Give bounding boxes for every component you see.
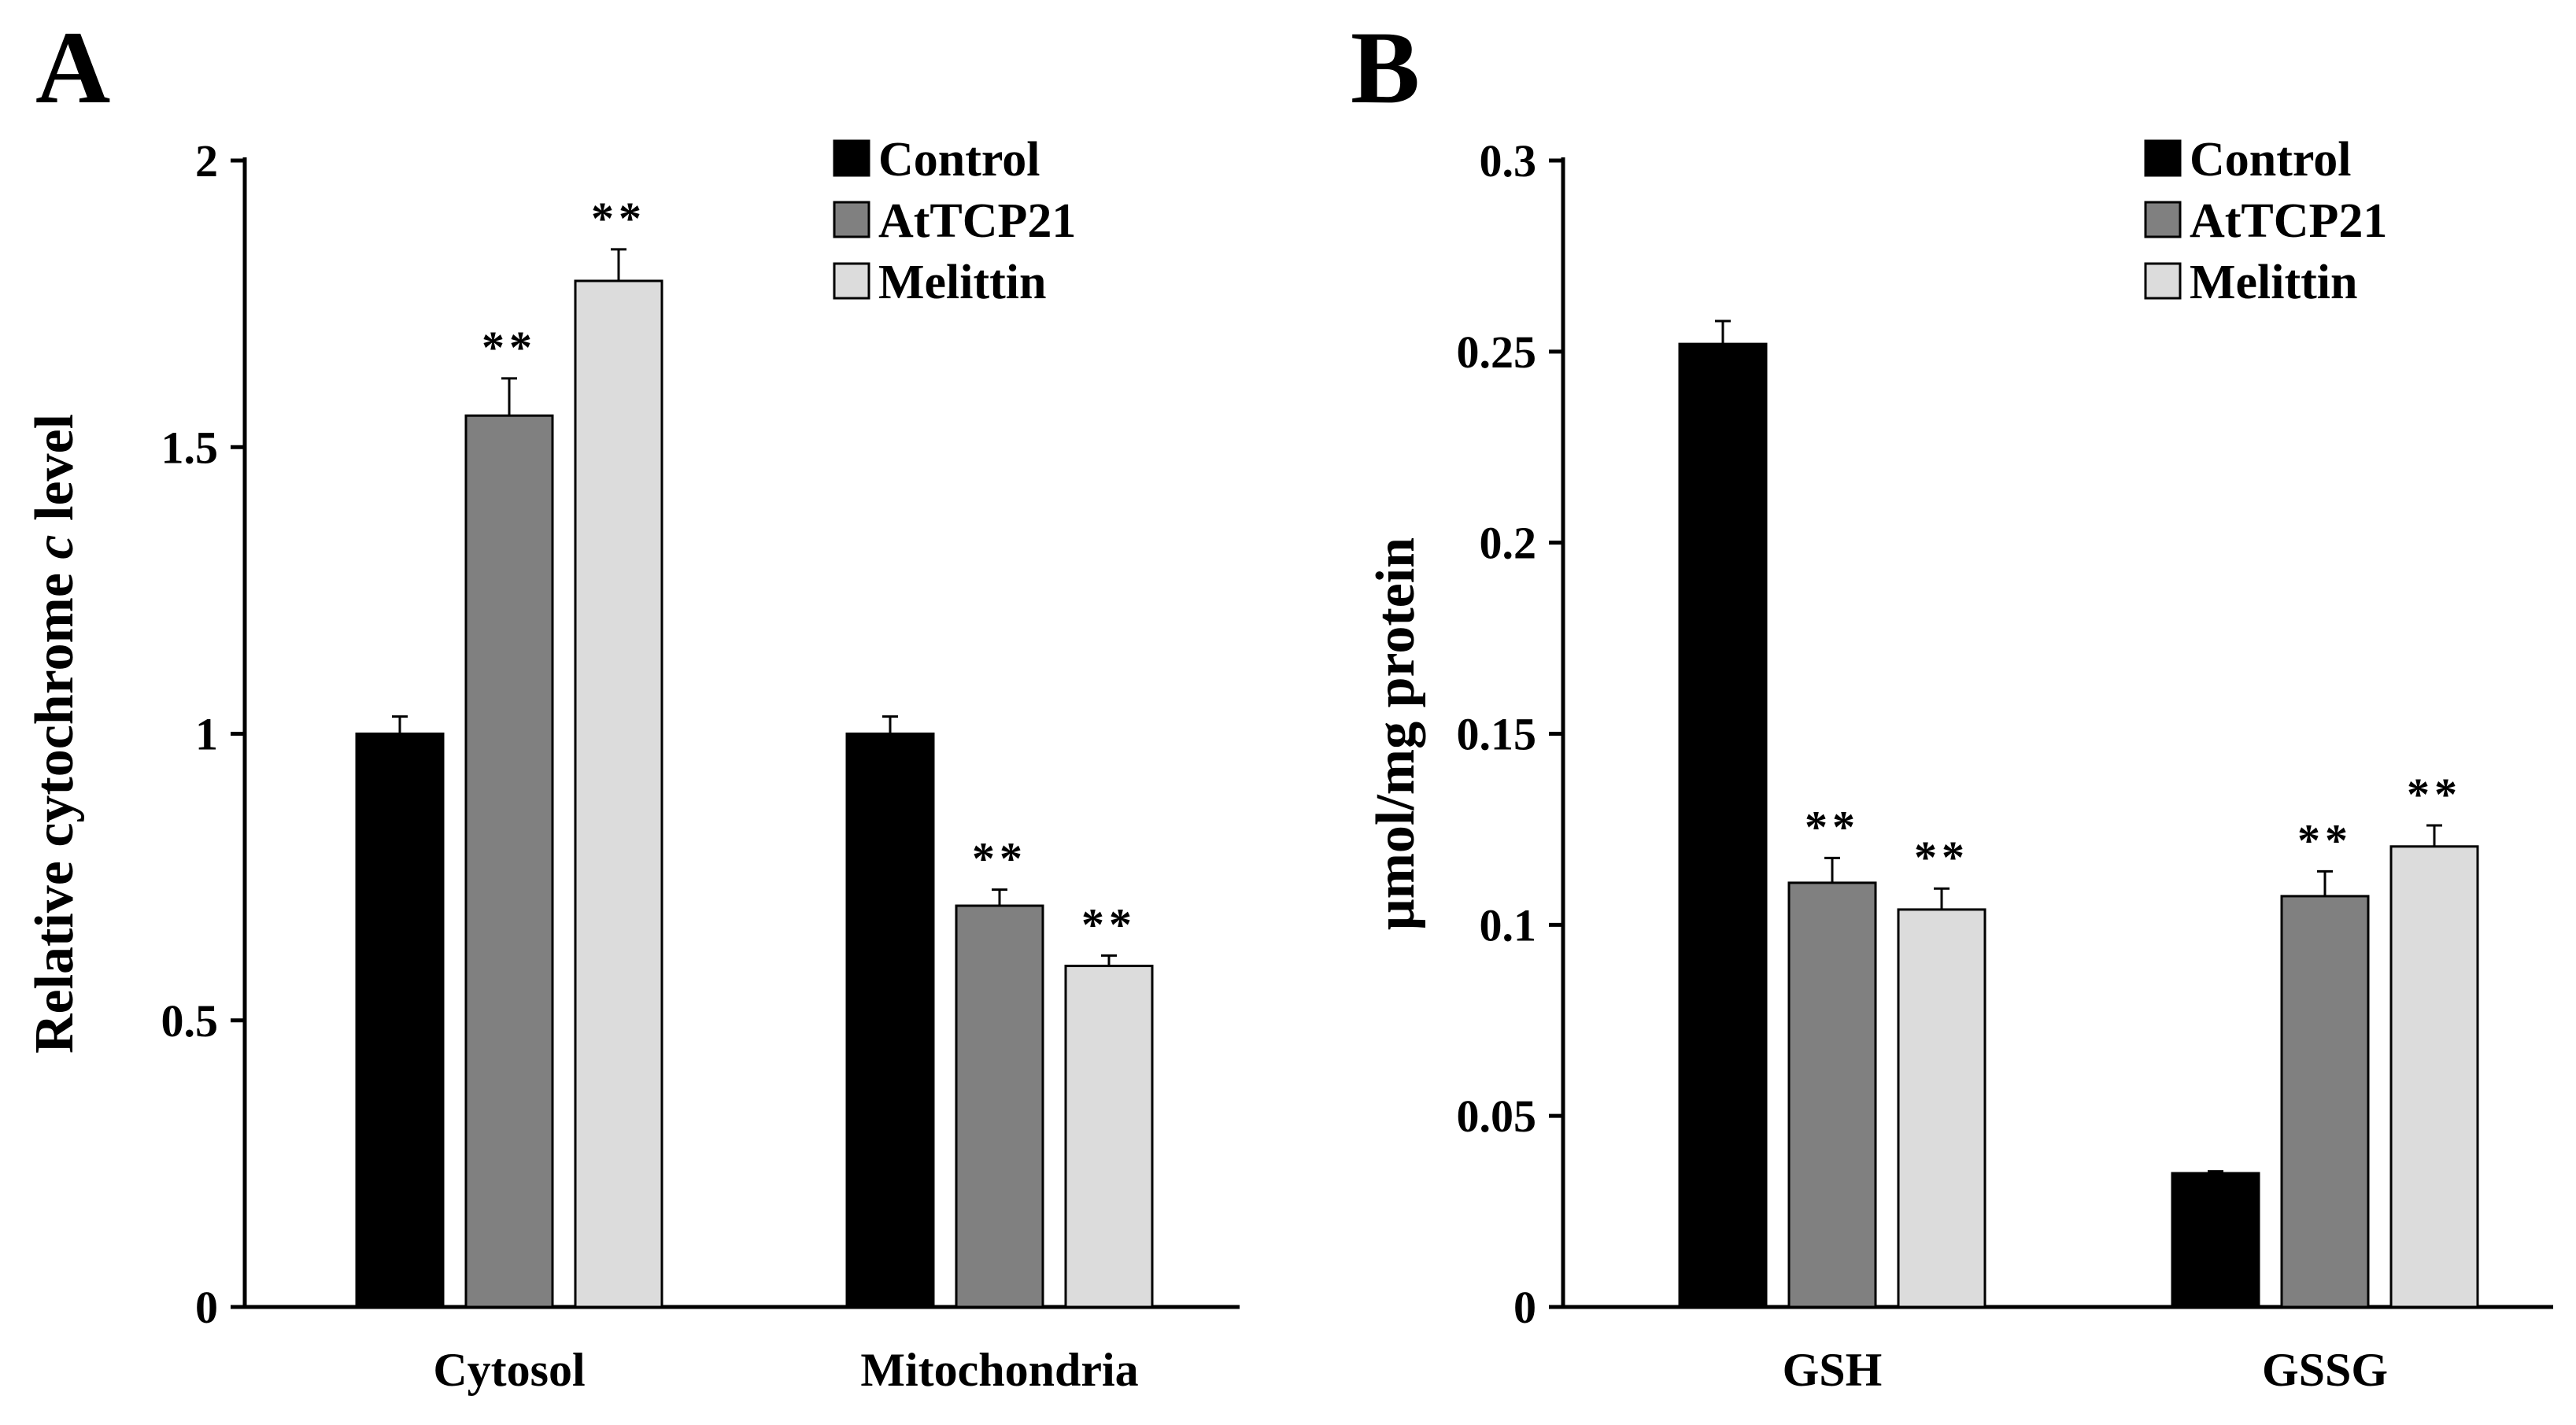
y-tick-label: 0.25	[1457, 327, 1537, 378]
x-tick-label: GSH	[1783, 1344, 1883, 1396]
legend-swatch-control	[833, 139, 870, 177]
y-axis-label: Relative cytochrome c level	[24, 414, 85, 1054]
significance-mark: **	[591, 193, 646, 244]
bar-control-gsh	[1678, 342, 1768, 1309]
legend-swatch-attcp21	[833, 201, 870, 238]
y-tick-label: 0.2	[1480, 518, 1537, 569]
y-tick-label: 0.1	[1480, 899, 1537, 951]
panel-label: B	[1351, 9, 1420, 125]
legend-label-melittin: Melittin	[878, 256, 1047, 309]
panel-b: B 0 0.05 0.1 0.15 0.2 0.25 0.3 μmol/mg protein **…	[1288, 0, 2576, 1425]
y-tick-label: 0	[1513, 1282, 1536, 1333]
y-axis-label: μmol/mg protein	[1366, 537, 1426, 930]
significance-mark: **	[1081, 899, 1136, 950]
significance-mark: **	[2297, 814, 2352, 866]
legend-swatch-melittin	[2144, 262, 2182, 300]
bar-attcp21-gsh	[1787, 881, 1877, 1309]
bar-control-gssg	[2171, 1172, 2260, 1309]
significance-mark: **	[1805, 801, 1860, 852]
y-axis-label-part: c	[24, 535, 85, 559]
panel-label: A	[35, 9, 110, 125]
y-tick-label: 0	[195, 1282, 218, 1333]
legend-label-melittin: Melittin	[2190, 256, 2358, 309]
panel-a: A 0 0.5 1 1.5 2 Relative cytochrome c level ** *…	[24, 9, 1240, 1396]
bar-attcp21-gssg	[2280, 895, 2370, 1309]
legend-label-attcp21: AtTCP21	[878, 194, 1076, 248]
y-axis-label-part: level	[24, 414, 85, 535]
bar-melittin-cytosol	[574, 279, 663, 1309]
significance-mark: **	[482, 322, 537, 373]
y-axis-label-part: Relative cytochrome	[24, 559, 85, 1054]
y-tick-label: 0.15	[1457, 709, 1537, 760]
legend-swatch-melittin	[833, 262, 870, 300]
bar-attcp21-cytosol	[464, 414, 554, 1309]
bar-melittin-mitochondria	[1064, 965, 1154, 1309]
legend-swatch-control	[2144, 139, 2182, 177]
chart-b-svg: B 0 0.05 0.1 0.15 0.2 0.25 0.3 μmol/mg protein **…	[1351, 9, 2553, 1396]
y-tick-label: 1.5	[161, 422, 219, 473]
y-tick-label: 0.5	[161, 995, 219, 1047]
legend-label-attcp21: AtTCP21	[2190, 194, 2387, 248]
bar-melittin-gsh	[1897, 908, 1987, 1309]
legend-label-control: Control	[878, 133, 1040, 186]
chart-a-svg: A 0 0.5 1 1.5 2 Relative cytochrome c level ** *…	[24, 9, 1240, 1396]
legend-label-control: Control	[2190, 133, 2352, 186]
y-tick-label: 0.3	[1480, 135, 1537, 186]
legend-swatch-attcp21	[2144, 201, 2182, 238]
y-axis-label-part: μmol/mg protein	[1366, 537, 1426, 930]
x-tick-label: Mitochondria	[860, 1344, 1138, 1396]
significance-mark: **	[2407, 769, 2462, 820]
y-tick-label: 2	[195, 135, 218, 186]
bar-control-mitochondria	[845, 733, 935, 1309]
y-tick-label: 0.05	[1457, 1091, 1537, 1142]
significance-mark: **	[972, 833, 1027, 884]
bar-melittin-gssg	[2389, 845, 2479, 1309]
x-tick-label: Cytosol	[433, 1344, 585, 1396]
bar-control-cytosol	[355, 733, 445, 1309]
y-tick-label: 1	[195, 709, 218, 760]
significance-mark: **	[1914, 832, 1969, 883]
bar-attcp21-mitochondria	[955, 904, 1044, 1309]
x-tick-label: GSSG	[2262, 1344, 2388, 1396]
